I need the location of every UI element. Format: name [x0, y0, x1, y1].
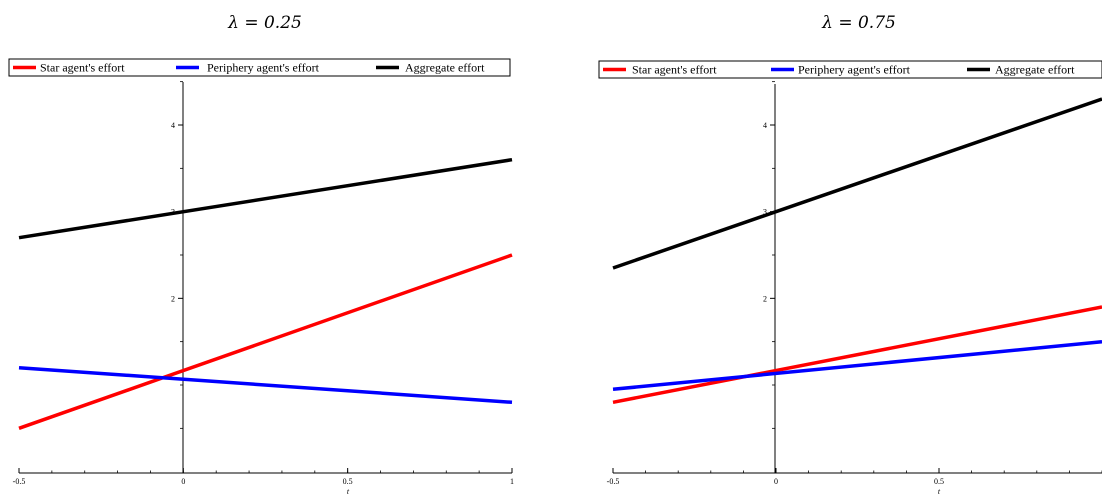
legend-entry: Star agent's effort — [40, 61, 125, 75]
chart-panel-right: λ = 0.75 -0.5 0 0.5 2 3 4 Star agent's effort… — [598, 13, 1102, 496]
series-line — [612, 305, 1102, 405]
legend: Star agent's effort Periphery agent's eff… — [8, 58, 511, 77]
series-lines — [18, 157, 513, 430]
legend-entry: Star agent's effort — [632, 63, 717, 77]
legend-entry: Periphery agent's effort — [798, 63, 911, 77]
y-tick-label: 2 — [171, 294, 175, 303]
series-line — [18, 157, 513, 240]
legend: Star agent's effort Periphery agent's eff… — [598, 60, 1102, 79]
y-tick-label: 4 — [171, 121, 175, 130]
x-axis-label: t — [938, 487, 941, 496]
legend-box — [598, 60, 1102, 79]
series-line — [18, 253, 513, 430]
axes — [19, 82, 512, 474]
series-line — [612, 97, 1102, 270]
x-tick-label: 1 — [510, 477, 514, 486]
legend-entry: Aggregate effort — [995, 63, 1075, 77]
legend-entry: Periphery agent's effort — [207, 61, 320, 75]
legend-entry: Aggregate effort — [405, 61, 485, 75]
axes — [613, 84, 1102, 474]
x-tick-label: -0.5 — [607, 477, 620, 486]
y-tick-label: 4 — [763, 121, 767, 130]
series-line — [18, 365, 513, 405]
series-line — [612, 339, 1102, 392]
x-tick-label: 0.5 — [934, 477, 944, 486]
chart-title: λ = 0.25 — [227, 13, 302, 33]
x-tick-label: 0 — [181, 477, 185, 486]
legend-box — [8, 58, 511, 77]
x-axis-label: t — [347, 487, 350, 496]
series-lines — [612, 97, 1102, 405]
y-tick-label: 2 — [763, 294, 767, 303]
y-tick-label: 3 — [763, 208, 767, 217]
ticks: -0.5 0 0.5 2 3 4 — [607, 81, 1102, 486]
chart-title: λ = 0.75 — [821, 13, 896, 33]
x-tick-label: -0.5 — [13, 477, 26, 486]
x-tick-label: 0 — [774, 477, 778, 486]
x-tick-label: 0.5 — [343, 477, 353, 486]
